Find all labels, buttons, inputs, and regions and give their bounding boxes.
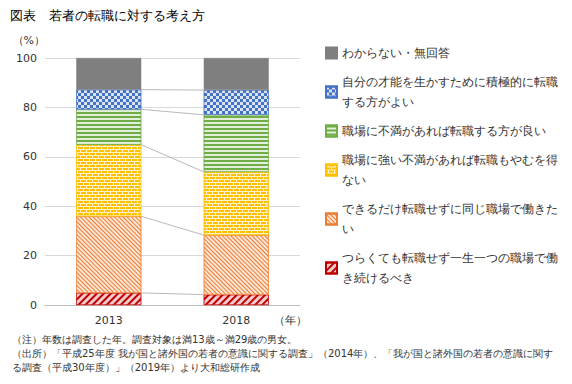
svg-text:い: い: [342, 222, 354, 236]
svg-text:する方がよい: する方がよい: [342, 95, 414, 109]
svg-text:図表 若者の転職に対する考え方: 図表 若者の転職に対する考え方: [10, 8, 205, 23]
svg-text:き続けるべき: き続けるべき: [342, 271, 414, 285]
svg-text:60: 60: [23, 150, 37, 163]
svg-text:わからない・無回答: わからない・無回答: [342, 46, 450, 60]
svg-text:（注）年数は調査した年。調査対象は満13歳～満29歳の男女。: （注）年数は調査した年。調査対象は満13歳～満29歳の男女。: [12, 334, 297, 345]
svg-text:自分の才能を生かすために積極的に転職: 自分の才能を生かすために積極的に転職: [342, 75, 558, 89]
svg-text:ない: ない: [342, 173, 366, 187]
svg-text:職場に強い不満があれば転職もやむを得: 職場に強い不満があれば転職もやむを得: [342, 153, 558, 167]
svg-text:職場に不満があれば転職する方が良い: 職場に不満があれば転職する方が良い: [342, 124, 546, 138]
svg-text:100: 100: [16, 52, 37, 65]
svg-text:0: 0: [30, 299, 37, 312]
svg-text:20: 20: [23, 249, 37, 262]
svg-text:（年）: （年）: [274, 314, 307, 327]
svg-text:（出所）「平成25年度 我が国と諸外国の若者の意識に関する調: （出所）「平成25年度 我が国と諸外国の若者の意識に関する調査」（2014年）、…: [12, 348, 553, 359]
svg-text:る調査（平成30年度）」（2019年）より大和総研作成: る調査（平成30年度）」（2019年）より大和総研作成: [12, 362, 260, 373]
svg-text:つらくても転職せず一生一つの職場で働: つらくても転職せず一生一つの職場で働: [342, 251, 558, 265]
svg-text:2018: 2018: [222, 314, 250, 327]
svg-text:できるだけ転職せずに同じ職場で働きた: できるだけ転職せずに同じ職場で働きた: [342, 202, 558, 216]
svg-text:（%）: （%）: [13, 34, 45, 47]
svg-text:40: 40: [23, 200, 37, 213]
svg-text:80: 80: [23, 101, 37, 114]
svg-text:2013: 2013: [95, 314, 123, 327]
